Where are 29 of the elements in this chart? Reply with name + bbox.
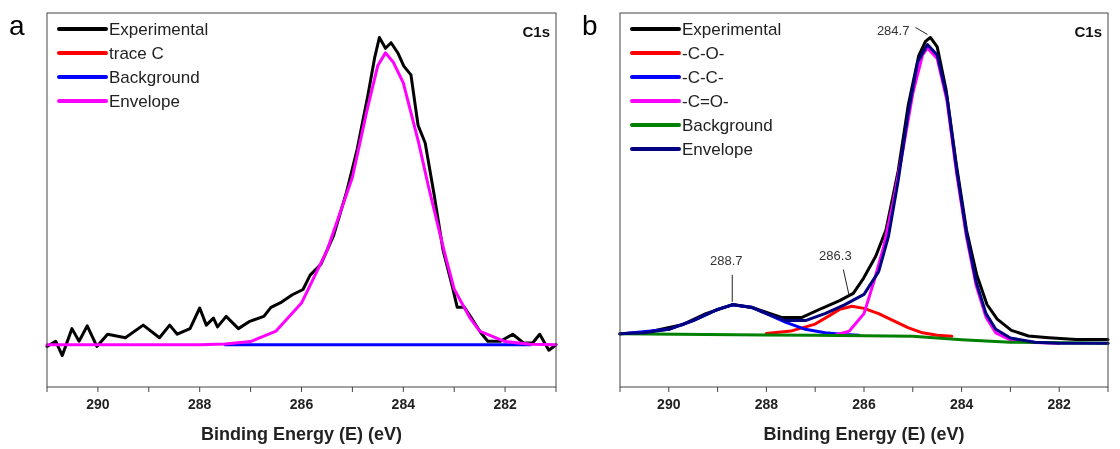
x-tick-label: 284 xyxy=(391,396,416,412)
x-axis-title: Binding Energy (E) (eV) xyxy=(763,424,965,444)
legend-label: Envelope xyxy=(109,92,180,111)
annotation: C1s xyxy=(1074,23,1102,40)
legend-label: Background xyxy=(682,116,773,135)
x-tick-label: 288 xyxy=(754,396,779,412)
annotation: C1s xyxy=(522,23,550,40)
legend-label: Envelope xyxy=(682,140,753,159)
x-axis-title: Binding Energy (E) (eV) xyxy=(200,424,403,444)
legend-label: -C=O- xyxy=(682,92,729,111)
annotation: 284.7 xyxy=(876,23,910,39)
x-tick-label: 286 xyxy=(289,396,314,412)
legend-label: Background xyxy=(109,68,200,87)
x-tick-label: 284 xyxy=(949,396,974,412)
x-tick-label: 286 xyxy=(852,396,876,412)
x-tick-label: 282 xyxy=(1047,396,1072,412)
chart-title: a xyxy=(9,10,25,41)
x-tick-label: 290 xyxy=(86,396,110,412)
legend-label: -C-C- xyxy=(682,68,724,87)
x-tick-label: 282 xyxy=(493,396,517,412)
annotation: 286.3 xyxy=(819,247,852,263)
annotation: 288.7 xyxy=(709,252,743,268)
x-tick-label: 290 xyxy=(657,396,681,412)
x-tick-label: 288 xyxy=(188,396,212,412)
legend-label: trace C xyxy=(109,44,164,63)
legend-label: Experimental xyxy=(109,20,209,39)
legend-label: -C-O- xyxy=(682,44,725,63)
chart-title: b xyxy=(582,10,598,41)
legend-label: Experimental xyxy=(682,20,782,39)
